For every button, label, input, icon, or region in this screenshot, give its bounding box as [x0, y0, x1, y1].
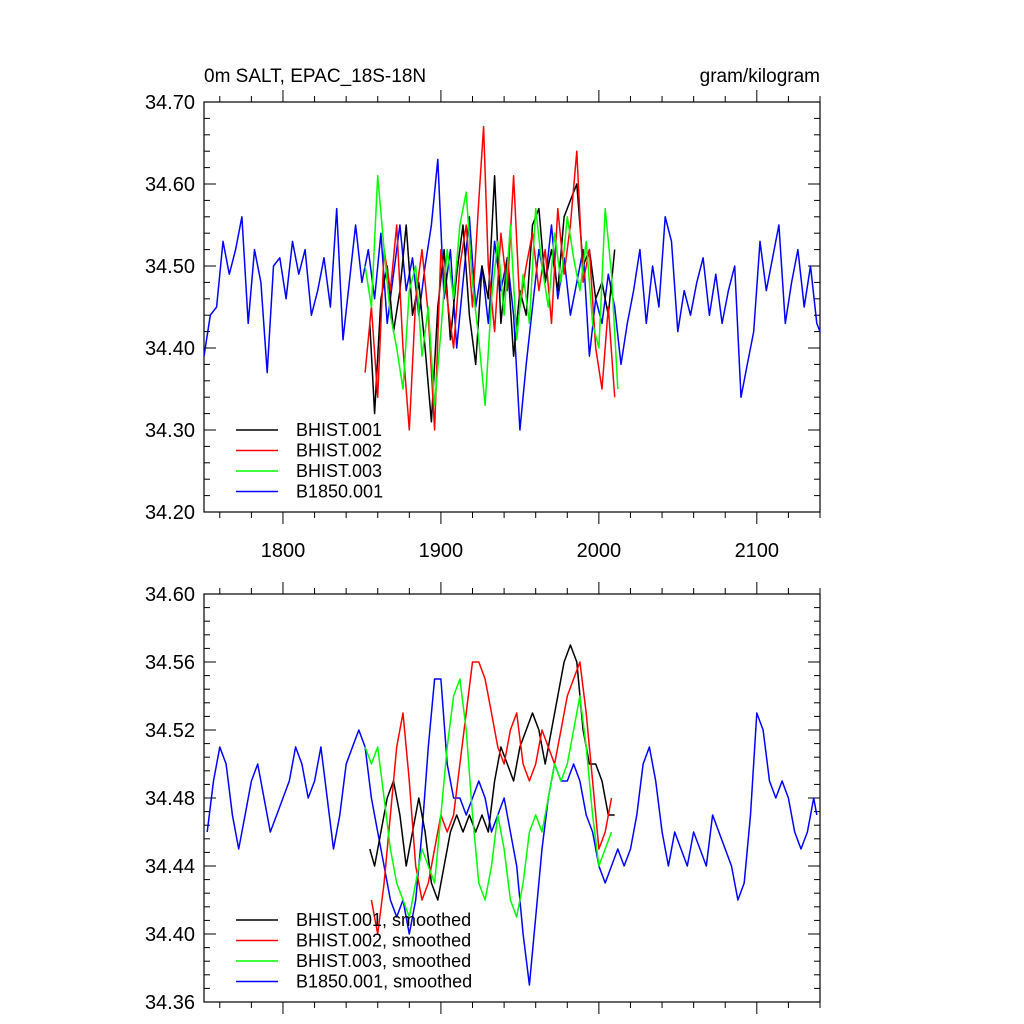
series-line-bhist-003 [364, 175, 619, 407]
series-line-bhist-001-smoothed [369, 644, 615, 901]
y-tick-label: 34.20 [145, 502, 195, 524]
axes: 34.20 34.30 34.40 34.50 34.60 34.70 1800 1900 20… [145, 90, 821, 562]
y-tick-label: 34.50 [145, 256, 195, 278]
legend-label: BHIST.001, smoothed [296, 910, 471, 930]
legend-label: BHIST.002 [296, 441, 382, 461]
bottom-chart-panel: 34.36 34.40 34.44 34.48 34.52 34.56 34.60 BHIS… [145, 582, 821, 1014]
y-tick-label: 34.52 [145, 720, 195, 742]
series-line-b1850-001-smoothed [206, 678, 818, 986]
series-group [206, 644, 818, 986]
y-tick-label: 34.40 [145, 338, 195, 360]
x-tick-label: 1800 [261, 540, 306, 562]
series-line-bhist-002 [364, 125, 616, 431]
chart-title: 0m SALT, EPAC_18S-18N [204, 66, 426, 87]
y-tick-label: 34.56 [145, 652, 195, 674]
plot-frame [203, 101, 821, 513]
x-tick-label: 2100 [735, 540, 780, 562]
y-tick-label: 34.36 [145, 992, 195, 1014]
y-tick-label: 34.60 [145, 174, 195, 196]
legend-label: BHIST.001 [296, 420, 382, 440]
legend-label: B1850.001 [296, 482, 383, 502]
x-tick-label: 2000 [577, 540, 622, 562]
y-tick-label: 34.70 [145, 92, 195, 114]
x-tick-label: 1900 [419, 540, 464, 562]
legend-label: BHIST.002, smoothed [296, 931, 471, 951]
series-line-bhist-003-smoothed [364, 678, 613, 918]
top-chart-panel: 0m SALT, EPAC_18S-18N gram/kilogram 34.2… [145, 66, 821, 562]
axes: 34.36 34.40 34.44 34.48 34.52 34.56 34.60 [145, 582, 821, 1014]
y-tick-label: 34.40 [145, 924, 195, 946]
y-tick-label: 34.48 [145, 788, 195, 810]
y-tick-label: 34.30 [145, 420, 195, 442]
legend-label: B1850.001, smoothed [296, 972, 472, 992]
series-line-bhist-002-smoothed [370, 661, 613, 935]
series-group [203, 125, 821, 431]
chart-units: gram/kilogram [700, 66, 820, 87]
y-tick-label: 34.60 [145, 584, 195, 606]
y-tick-label: 34.44 [145, 856, 195, 878]
series-line-b1850-001 [203, 158, 821, 431]
legend-label: BHIST.003 [296, 461, 382, 481]
legend-label: BHIST.003, smoothed [296, 951, 471, 971]
